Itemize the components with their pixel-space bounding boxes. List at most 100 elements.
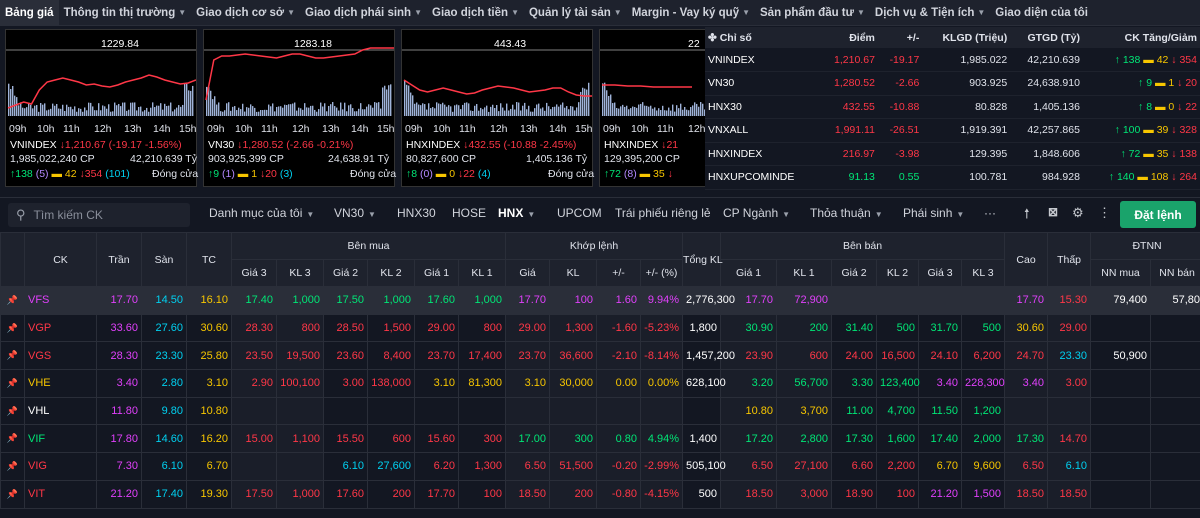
settings-icon[interactable]: ✤ [708, 31, 720, 44]
index-volume: 129.395 [922, 142, 1011, 166]
chart-volume: 80,827,600 CP [406, 153, 477, 165]
cell: 6.10 [323, 452, 368, 481]
stock-symbol[interactable]: VHE [24, 369, 97, 398]
nav-item[interactable]: Giao dịch tiền ▼ [427, 0, 524, 26]
index-row[interactable]: HNXINDEX 216.97 -3.98 129.395 1,848.606 ↑ 72 … [705, 142, 1200, 166]
pin-icon[interactable]: 📌 [0, 424, 25, 454]
index-row[interactable]: HNX30 432.55 -10.88 80.828 1,405.136 ↑ 8 ▬ 0 … [705, 95, 1200, 119]
index-point: 91.13 [819, 165, 878, 190]
board-tab[interactable]: HNX ▼ [498, 206, 535, 220]
cell: 72,900 [776, 286, 833, 315]
nav-item[interactable]: Giao dịch cơ sở ▼ [191, 0, 300, 26]
ref-icon-value: 1 [251, 168, 258, 180]
sub-header: Giá 2 [831, 259, 878, 287]
pin-icon[interactable]: 📌 [0, 313, 25, 343]
nav-item[interactable]: Bảng giá [0, 0, 59, 26]
excel-icon[interactable]: ⊠ [1048, 205, 1059, 219]
cell: 3.10 [414, 369, 459, 398]
ref-icon: ▬ [1134, 171, 1151, 184]
pin-icon[interactable]: 📌 [0, 286, 25, 315]
breadth-up: 140 [1116, 171, 1135, 184]
stock-symbol[interactable]: VIT [24, 479, 97, 509]
index-row[interactable]: VN30 1,280.52 -2.66 903.925 24,638.910 ↑ 9 ▬ … [705, 71, 1200, 96]
pin-icon[interactable]: 📌 [0, 369, 25, 398]
index-row[interactable]: VNINDEX 1,210.67 -19.17 1,985.022 42,210.639… [705, 48, 1200, 72]
chart-volume-line: 903,925,399 CP 24,638.91 Tỷ [208, 153, 389, 167]
time-axis: 09h 10h 11h 12h 13h 14h 15h [402, 123, 593, 137]
board-tab[interactable]: HNX30 [397, 206, 436, 220]
cell: 36,600 [549, 341, 597, 371]
sub-header: KL 3 [961, 259, 1006, 287]
board-tab[interactable]: ··· [984, 206, 996, 220]
chevron-down-icon: ▼ [742, 8, 751, 17]
table-row[interactable]: 📌 VIG 7.30 6.10 6.70 6.10 27,600 6.20 1,300 6.50 5… [0, 452, 1200, 481]
index-row[interactable]: HNXUPCOMINDE 91.13 0.55 100.781 984.928 ↑ 140… [705, 165, 1200, 190]
board-tab[interactable]: CP Ngành ▼ [723, 206, 790, 220]
search-input[interactable]: ⚲ Tìm kiếm CK [8, 203, 190, 227]
index-header-label: CK Tăng/Giảm [1124, 31, 1197, 44]
cell: 28.50 [323, 313, 368, 343]
mini-chart[interactable]: 443.43 09h 10h 11h 12h 13h 14h 15h HNXINDEX ↓432… [401, 29, 594, 187]
index-row[interactable]: VNXALL 1,991.11 -26.51 1,919.391 42,257.865 ↑… [705, 118, 1200, 143]
nav-item[interactable]: Sản phẩm đầu tư ▼ [755, 0, 870, 26]
cell: 30.60 [186, 313, 232, 343]
table-row[interactable]: 📌 VIT 21.20 17.40 19.30 17.50 1,000 17.60 200 17.… [0, 479, 1200, 509]
chevron-down-icon: ▼ [368, 210, 376, 219]
stock-symbol[interactable]: VGP [24, 313, 97, 343]
pin-icon[interactable]: 📌 [0, 341, 25, 371]
table-row[interactable]: 📌 VGS 28.30 23.30 25.80 23.50 19,500 23.60 8,400… [0, 341, 1200, 371]
mini-chart[interactable]: 1283.18 09h 10h 11h 12h 13h 14h 15h VN30 ↓1,280.… [203, 29, 396, 187]
cell [1047, 396, 1092, 426]
cell: 17.30 [1004, 424, 1049, 454]
pin-icon[interactable]: 📌 [0, 396, 25, 426]
board-tab[interactable]: VN30 ▼ [334, 206, 376, 220]
table-row[interactable]: 📌 VFS 17.70 14.50 16.10 17.40 1,000 17.50 1,000 1… [0, 286, 1200, 315]
time-tick: 11h [459, 123, 476, 135]
stock-symbol[interactable]: VIF [24, 424, 97, 454]
index-volume: 80.828 [922, 95, 1011, 119]
ref-icon: ▬ [48, 168, 65, 180]
board-tab[interactable]: HOSE [452, 206, 486, 220]
cell: 29.00 [505, 313, 550, 343]
table-row[interactable]: 📌 VGP 33.60 27.60 30.60 28.30 800 28.50 1,500 29.… [0, 313, 1200, 343]
space-value: (101) [105, 168, 130, 180]
space-value: (1) [222, 168, 235, 180]
upload-icon[interactable]: 🠕 [1024, 206, 1030, 221]
cell: 18.50 [505, 479, 550, 509]
cell [1090, 396, 1152, 426]
table-row[interactable]: 📌 VHL 11.80 9.80 10.80 10.80 3,700 11.00 4,700 11… [0, 396, 1200, 426]
cell: 17.70 [1004, 286, 1049, 315]
breadth-down: 20 [1185, 77, 1197, 90]
pin-icon[interactable]: 📌 [0, 452, 25, 481]
gear-icon[interactable]: ⚙ [1072, 205, 1084, 220]
board-tab-label: HNX [498, 206, 524, 220]
nav-item[interactable]: Quản lý tài sản ▼ [524, 0, 627, 26]
cell: 23.70 [414, 341, 459, 371]
cell: 1,500 [961, 479, 1006, 509]
board-tab[interactable]: Thỏa thuận ▼ [810, 206, 883, 220]
cell [1150, 452, 1200, 481]
pin-icon[interactable]: 📌 [0, 479, 25, 509]
board-tab[interactable]: Trái phiếu riêng lẻ [615, 206, 711, 220]
nav-item[interactable]: Margin - Vay ký quỹ ▼ [627, 0, 755, 26]
more-icon[interactable]: ⋮ [1098, 205, 1111, 220]
board-tab[interactable]: UPCOM [557, 206, 602, 220]
nav-item[interactable]: Giao dịch phái sinh ▼ [300, 0, 427, 26]
stock-symbol[interactable]: VGS [24, 341, 97, 371]
table-row[interactable]: 📌 VHE 3.40 2.80 3.10 2.90 100,100 3.00 138,000 3.… [0, 369, 1200, 398]
arrow-up-icon-value: 9 [213, 168, 220, 180]
chevron-down-icon: ▼ [287, 8, 296, 17]
board-tab[interactable]: Danh mục của tôi ▼ [209, 206, 314, 220]
stock-symbol[interactable]: VHL [24, 396, 97, 426]
stock-symbol[interactable]: VIG [24, 452, 97, 481]
stock-symbol[interactable]: VFS [24, 286, 97, 315]
mini-chart[interactable]: 1229.84 09h 10h 11h 12h 13h 14h 15h VNINDEX ↓1,2… [5, 29, 198, 187]
mini-chart-plot [6, 49, 196, 116]
order-button[interactable]: Đặt lệnh [1120, 201, 1196, 228]
cell: 1,600 [876, 424, 920, 454]
nav-item[interactable]: Giao diện của tôi [990, 0, 1093, 26]
board-tab[interactable]: Phái sinh ▼ [903, 206, 964, 220]
table-row[interactable]: 📌 VIF 17.80 14.60 16.20 15.00 1,100 15.50 600 15.… [0, 424, 1200, 454]
nav-item[interactable]: Dịch vụ & Tiện ích ▼ [870, 0, 990, 26]
nav-item[interactable]: Thông tin thị trường ▼ [59, 0, 192, 26]
